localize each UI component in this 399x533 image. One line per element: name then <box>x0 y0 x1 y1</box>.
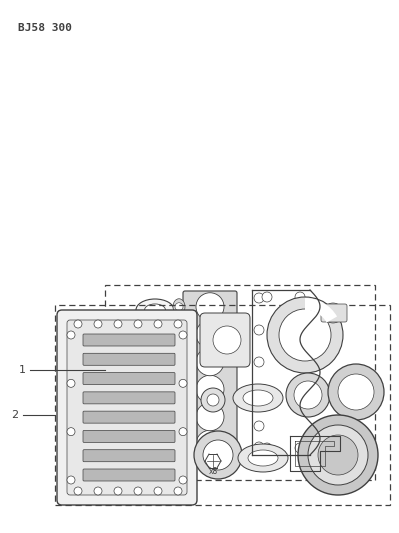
Circle shape <box>254 442 264 452</box>
Circle shape <box>74 487 82 495</box>
Circle shape <box>308 425 368 485</box>
FancyBboxPatch shape <box>67 320 187 495</box>
Circle shape <box>154 487 162 495</box>
Ellipse shape <box>233 384 283 412</box>
Circle shape <box>179 379 187 387</box>
FancyBboxPatch shape <box>83 353 175 365</box>
FancyBboxPatch shape <box>83 411 175 423</box>
Ellipse shape <box>136 299 174 321</box>
Ellipse shape <box>243 390 273 406</box>
Circle shape <box>175 330 183 338</box>
Circle shape <box>134 320 142 328</box>
Circle shape <box>94 487 102 495</box>
Circle shape <box>154 320 162 328</box>
Circle shape <box>323 303 343 323</box>
Circle shape <box>338 374 374 410</box>
Ellipse shape <box>248 450 278 466</box>
FancyBboxPatch shape <box>57 310 197 505</box>
Circle shape <box>196 375 224 403</box>
Circle shape <box>179 331 187 339</box>
Circle shape <box>262 292 272 302</box>
Circle shape <box>255 451 269 465</box>
Circle shape <box>203 440 233 470</box>
FancyBboxPatch shape <box>83 450 175 462</box>
Ellipse shape <box>173 381 185 397</box>
FancyBboxPatch shape <box>83 392 175 404</box>
Ellipse shape <box>136 359 174 381</box>
FancyBboxPatch shape <box>183 291 237 460</box>
Ellipse shape <box>144 364 166 376</box>
Circle shape <box>254 357 264 367</box>
Circle shape <box>174 320 182 328</box>
Circle shape <box>134 487 142 495</box>
FancyBboxPatch shape <box>83 334 175 346</box>
Text: BJ58 300: BJ58 300 <box>18 23 72 33</box>
Circle shape <box>254 293 264 303</box>
Circle shape <box>286 373 330 417</box>
Ellipse shape <box>173 436 185 452</box>
Ellipse shape <box>144 334 166 346</box>
Circle shape <box>249 445 275 471</box>
Circle shape <box>262 443 272 453</box>
FancyBboxPatch shape <box>321 304 347 322</box>
Wedge shape <box>305 298 337 322</box>
Circle shape <box>254 389 264 399</box>
Circle shape <box>196 320 224 348</box>
Ellipse shape <box>173 326 185 342</box>
Circle shape <box>267 297 343 373</box>
Circle shape <box>294 381 322 409</box>
FancyBboxPatch shape <box>83 373 175 385</box>
Ellipse shape <box>173 409 185 425</box>
FancyBboxPatch shape <box>83 431 175 442</box>
Circle shape <box>295 443 305 453</box>
Circle shape <box>196 348 224 376</box>
Ellipse shape <box>173 354 185 370</box>
Circle shape <box>201 388 225 412</box>
Circle shape <box>175 303 183 311</box>
Circle shape <box>328 364 384 420</box>
Circle shape <box>114 320 122 328</box>
Circle shape <box>67 427 75 435</box>
Circle shape <box>318 435 358 475</box>
FancyBboxPatch shape <box>83 469 175 481</box>
Circle shape <box>74 320 82 328</box>
Circle shape <box>175 413 183 421</box>
Circle shape <box>213 326 241 354</box>
Circle shape <box>114 487 122 495</box>
Circle shape <box>295 292 305 302</box>
Ellipse shape <box>136 329 174 351</box>
Circle shape <box>179 427 187 435</box>
Circle shape <box>207 394 219 406</box>
Circle shape <box>94 320 102 328</box>
Text: 2: 2 <box>12 410 19 420</box>
Circle shape <box>279 309 331 361</box>
Circle shape <box>175 385 183 393</box>
Circle shape <box>254 325 264 335</box>
Circle shape <box>194 431 242 479</box>
Ellipse shape <box>136 389 174 411</box>
Circle shape <box>175 358 183 366</box>
Circle shape <box>196 293 224 321</box>
Text: x8: x8 <box>208 466 217 475</box>
Circle shape <box>196 403 224 431</box>
Text: 1: 1 <box>18 365 26 375</box>
Circle shape <box>254 421 264 431</box>
Circle shape <box>174 487 182 495</box>
Bar <box>105 285 375 480</box>
FancyBboxPatch shape <box>200 313 250 367</box>
Ellipse shape <box>144 394 166 406</box>
Circle shape <box>179 476 187 484</box>
Circle shape <box>67 476 75 484</box>
Circle shape <box>298 415 378 495</box>
Circle shape <box>67 379 75 387</box>
Circle shape <box>175 440 183 448</box>
Ellipse shape <box>173 299 185 315</box>
Circle shape <box>67 331 75 339</box>
Ellipse shape <box>144 304 166 316</box>
Circle shape <box>196 430 224 458</box>
Ellipse shape <box>238 444 288 472</box>
Bar <box>55 305 390 505</box>
